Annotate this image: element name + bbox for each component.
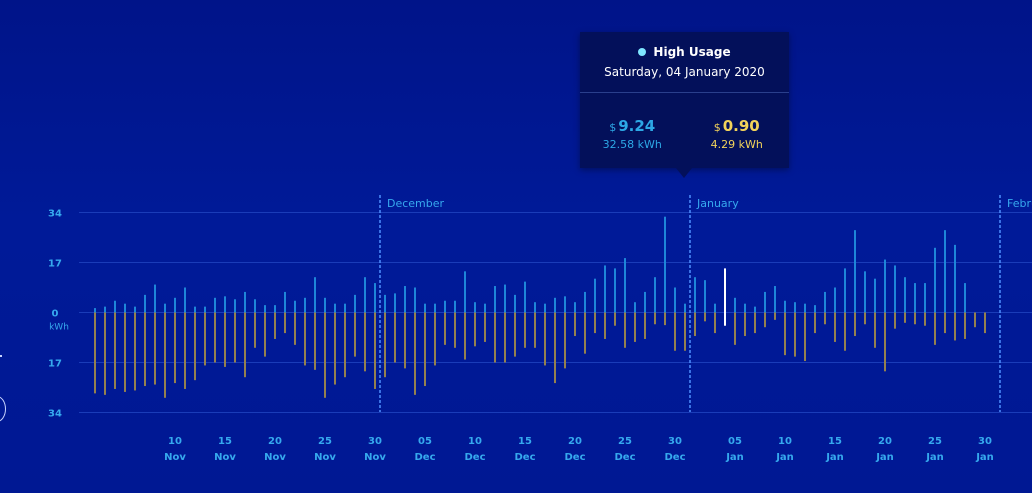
x-tick-month: Nov — [164, 452, 186, 463]
low-currency: $ — [713, 121, 721, 134]
y-unit-label: kWh — [49, 323, 69, 333]
x-tick-day: 20 — [568, 436, 582, 447]
x-tick-month: Jan — [925, 452, 944, 463]
y-tick-label: 17 — [48, 359, 62, 370]
tooltip-body: $9.24 32.58 kWh $0.90 4.29 kWh — [580, 93, 789, 151]
series-dot-icon — [638, 48, 647, 56]
high-cost: $9.24 — [580, 117, 685, 135]
x-tick-month: Dec — [664, 452, 685, 463]
y-tick-label: 34 — [48, 409, 62, 420]
x-tick-day: 30 — [368, 436, 382, 447]
x-tick-month: Jan — [875, 452, 894, 463]
low-kwh: 4.29 kWh — [710, 138, 763, 151]
high-currency: $ — [609, 121, 617, 134]
x-tick-month: Jan — [975, 452, 994, 463]
x-tick-month: Nov — [214, 452, 236, 463]
tooltip-low-usage: $0.90 4.29 kWh — [685, 117, 790, 151]
x-tick-day: 15 — [218, 436, 232, 447]
y-tick-label: 0 — [52, 309, 59, 320]
x-tick-month: Dec — [564, 452, 585, 463]
tooltip-title: High Usage — [653, 45, 731, 59]
y-tick-label: 17 — [48, 259, 62, 270]
x-tick-day: 10 — [168, 436, 182, 447]
tooltip-high-usage: $9.24 32.58 kWh — [580, 117, 685, 151]
month-label: January — [696, 197, 739, 210]
tooltip-header: High Usage Saturday, 04 January 2020 — [580, 32, 789, 93]
x-tick-month: Jan — [725, 452, 744, 463]
month-label: February — [1007, 197, 1032, 210]
side-marker-dot — [0, 355, 2, 357]
low-cost: $0.90 — [685, 117, 790, 135]
x-tick-month: Dec — [464, 452, 485, 463]
x-tick-month: Nov — [314, 452, 336, 463]
x-tick-day: 30 — [978, 436, 992, 447]
x-tick-day: 15 — [828, 436, 842, 447]
x-tick-day: 20 — [268, 436, 282, 447]
high-kwh: 32.58 kWh — [602, 138, 662, 151]
x-tick-day: 10 — [778, 436, 792, 447]
x-tick-day: 30 — [668, 436, 682, 447]
x-tick-day: 10 — [468, 436, 482, 447]
x-tick-month: Dec — [414, 452, 435, 463]
high-cost-value: 9.24 — [618, 117, 656, 135]
x-tick-month: Dec — [614, 452, 635, 463]
x-tick-day: 25 — [928, 436, 942, 447]
low-cost-value: 0.90 — [722, 117, 760, 135]
x-tick-day: 20 — [878, 436, 892, 447]
x-tick-month: Jan — [775, 452, 794, 463]
tooltip-title-row: High Usage — [580, 32, 789, 59]
x-tick-month: Nov — [364, 452, 386, 463]
month-label: December — [387, 197, 445, 210]
x-tick-day: 15 — [518, 436, 532, 447]
x-tick-month: Dec — [514, 452, 535, 463]
y-tick-label: 34 — [48, 209, 62, 220]
x-tick-day: 25 — [618, 436, 632, 447]
x-tick-day: 05 — [728, 436, 742, 447]
x-tick-month: Jan — [825, 452, 844, 463]
tooltip-date: Saturday, 04 January 2020 — [604, 65, 765, 79]
x-tick-day: 05 — [418, 436, 432, 447]
x-tick-day: 25 — [318, 436, 332, 447]
usage-tooltip: High Usage Saturday, 04 January 2020 $9.… — [580, 32, 789, 178]
x-tick-month: Nov — [264, 452, 286, 463]
